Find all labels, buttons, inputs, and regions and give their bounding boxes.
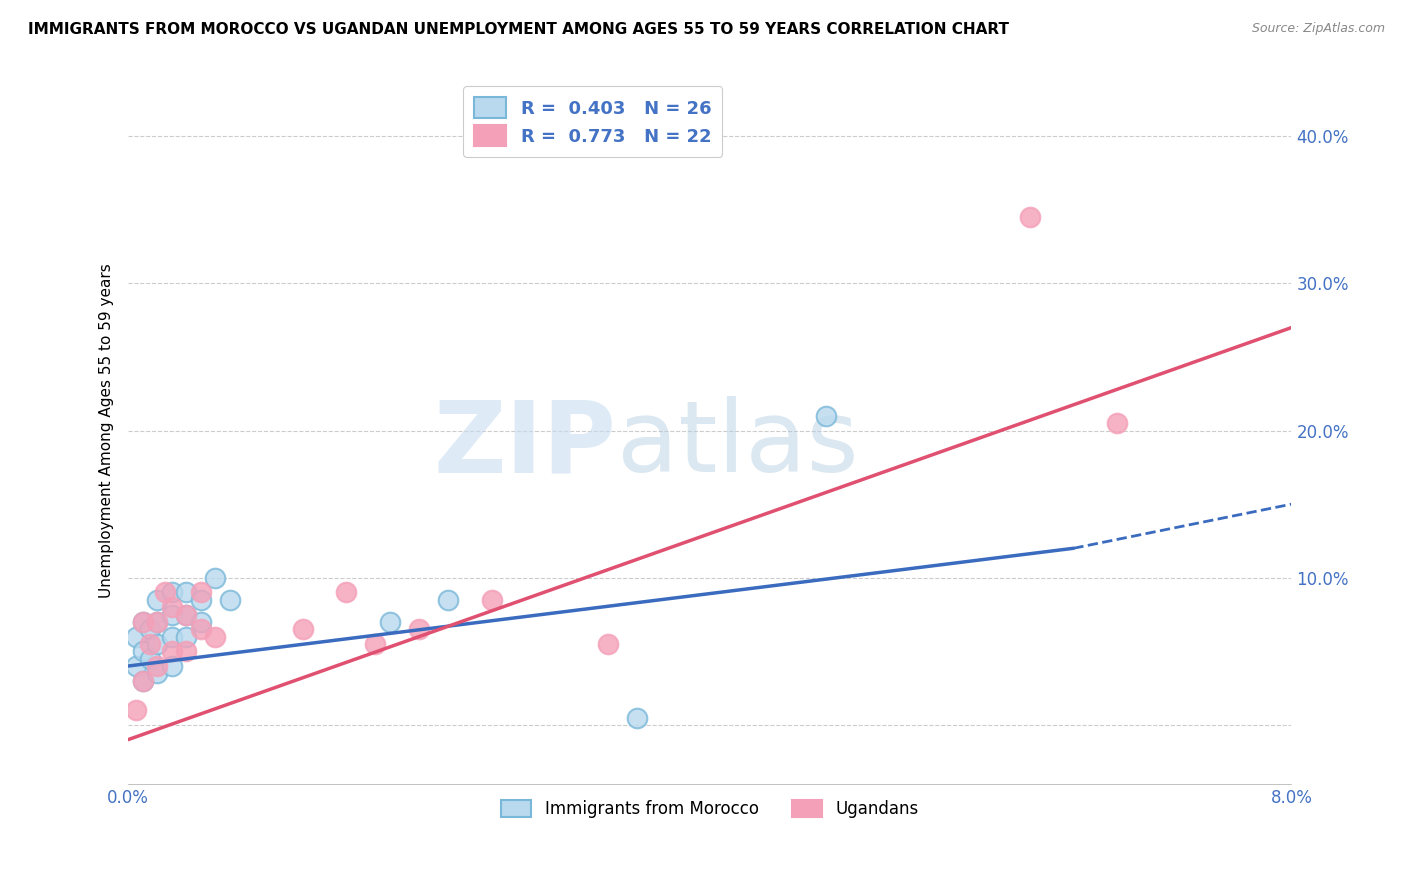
Point — [596, 637, 619, 651]
Point — [176, 607, 198, 622]
Point — [190, 622, 212, 636]
Point — [132, 673, 155, 688]
Point — [160, 659, 183, 673]
Point — [160, 630, 183, 644]
Point — [139, 637, 162, 651]
Point — [291, 622, 314, 636]
Point — [146, 592, 169, 607]
Point — [132, 644, 155, 658]
Point — [190, 615, 212, 629]
Point — [176, 644, 198, 658]
Point — [132, 615, 155, 629]
Point — [204, 630, 226, 644]
Point — [160, 644, 183, 658]
Point — [176, 585, 198, 599]
Legend: Immigrants from Morocco, Ugandans: Immigrants from Morocco, Ugandans — [495, 793, 925, 825]
Point — [124, 703, 146, 717]
Point — [160, 585, 183, 599]
Point — [626, 710, 648, 724]
Point — [204, 571, 226, 585]
Point — [219, 592, 242, 607]
Point — [408, 622, 430, 636]
Point — [153, 585, 176, 599]
Point — [1018, 211, 1040, 225]
Point — [364, 637, 387, 651]
Point — [190, 592, 212, 607]
Point — [378, 615, 401, 629]
Point — [146, 615, 169, 629]
Point — [124, 659, 146, 673]
Point — [437, 592, 460, 607]
Text: atlas: atlas — [617, 396, 859, 493]
Point — [146, 615, 169, 629]
Text: ZIP: ZIP — [434, 396, 617, 493]
Point — [146, 666, 169, 681]
Point — [132, 673, 155, 688]
Point — [124, 630, 146, 644]
Point — [815, 409, 838, 423]
Point — [132, 615, 155, 629]
Point — [160, 600, 183, 615]
Point — [176, 630, 198, 644]
Y-axis label: Unemployment Among Ages 55 to 59 years: Unemployment Among Ages 55 to 59 years — [100, 263, 114, 598]
Point — [335, 585, 357, 599]
Text: IMMIGRANTS FROM MOROCCO VS UGANDAN UNEMPLOYMENT AMONG AGES 55 TO 59 YEARS CORREL: IMMIGRANTS FROM MOROCCO VS UGANDAN UNEMP… — [28, 22, 1010, 37]
Point — [1105, 416, 1128, 430]
Point — [146, 637, 169, 651]
Point — [481, 592, 503, 607]
Point — [190, 585, 212, 599]
Point — [146, 659, 169, 673]
Point — [160, 607, 183, 622]
Text: Source: ZipAtlas.com: Source: ZipAtlas.com — [1251, 22, 1385, 36]
Point — [176, 607, 198, 622]
Point — [139, 622, 162, 636]
Point — [139, 651, 162, 665]
